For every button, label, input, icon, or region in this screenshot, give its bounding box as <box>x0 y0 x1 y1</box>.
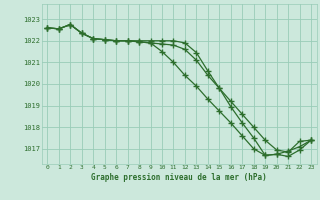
X-axis label: Graphe pression niveau de la mer (hPa): Graphe pression niveau de la mer (hPa) <box>91 173 267 182</box>
